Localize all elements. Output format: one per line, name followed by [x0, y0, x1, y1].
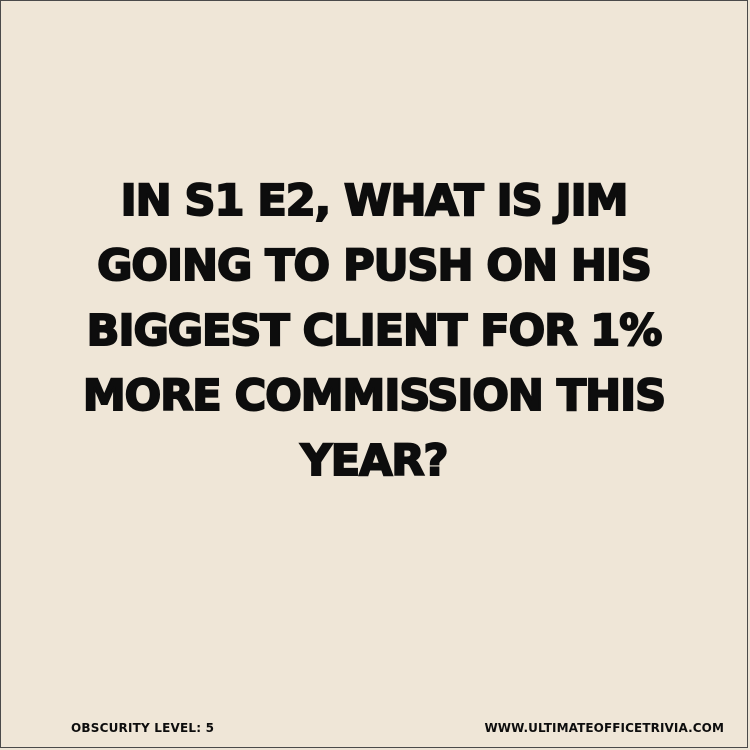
question-line-3: BIGGEST CLIENT FOR 1% — [86, 305, 664, 357]
question-line-5: YEAR? — [300, 435, 450, 487]
question-line-1: IN S1 E2, WHAT IS JIM — [120, 175, 630, 227]
question-line-4: MORE COMMISSION THIS — [82, 370, 667, 422]
question-line-2: GOING TO PUSH ON HIS — [96, 240, 653, 292]
trivia-question: IN S1 E2, WHAT IS JIM GOING TO PUSH ON H… — [21, 169, 727, 494]
website-url: WWW.ULTIMATEOFFICETRIVIA.COM — [484, 721, 724, 735]
obscurity-level-label: OBSCURITY LEVEL: 5 — [71, 721, 215, 735]
